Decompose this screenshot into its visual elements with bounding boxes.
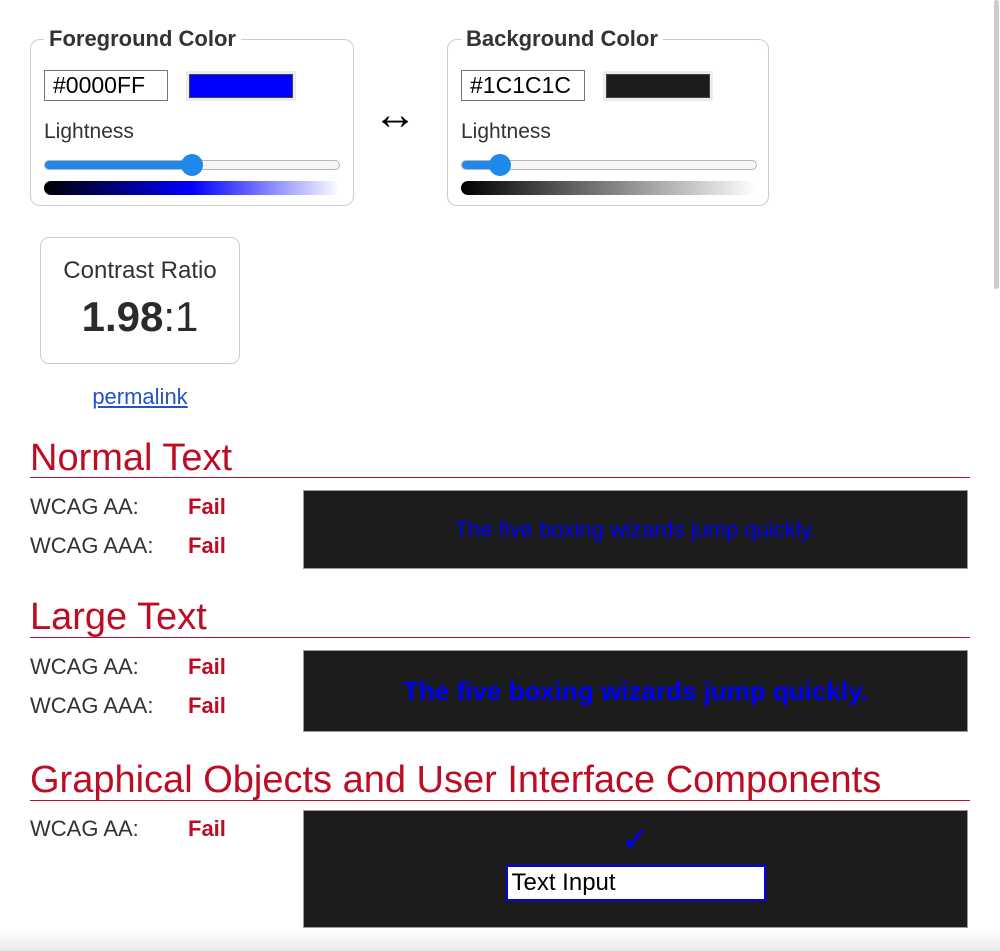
normal-sample-text: The five boxing wizards jump quickly. <box>454 516 817 542</box>
graphical-aa-result: Fail <box>188 816 226 841</box>
contrast-ratio-value: 1.98:1 <box>41 293 239 341</box>
large-text-heading: Large Text <box>30 596 207 638</box>
background-hex-input[interactable] <box>461 70 585 101</box>
background-color-panel: Background Color Lightness <box>447 26 769 206</box>
background-lightness-label: Lightness <box>461 120 551 143</box>
background-lightness-slider[interactable] <box>461 154 757 176</box>
foreground-color-swatch[interactable] <box>189 74 293 98</box>
contrast-ratio-box: Contrast Ratio 1.98:1 <box>40 237 240 364</box>
background-color-swatch[interactable] <box>606 74 710 98</box>
foreground-lightness-label: Lightness <box>44 120 134 143</box>
large-aaa-result: Fail <box>188 693 226 718</box>
vertical-scrollbar[interactable] <box>994 0 999 289</box>
permalink-link[interactable]: permalink <box>92 384 188 409</box>
ratio-suffix: :1 <box>163 293 199 340</box>
slider-fill <box>462 161 501 169</box>
foreground-color-panel: Foreground Color Lightness <box>30 26 354 206</box>
graphical-objects-heading: Graphical Objects and User Interface Com… <box>30 759 882 801</box>
swap-colors-arrow-icon: ↔ <box>373 90 417 139</box>
foreground-hex-input[interactable] <box>44 70 168 101</box>
normal-aa-result: Fail <box>188 494 226 519</box>
graphical-sample-box: ✓ <box>303 810 968 928</box>
foreground-lightness-gradient <box>44 181 340 195</box>
large-text-sample-box: The five boxing wizards jump quickly. <box>303 650 968 732</box>
permalink-wrap: permalink <box>40 384 240 410</box>
section-divider <box>30 477 970 478</box>
normal-aaa-result: Fail <box>188 533 226 558</box>
check-icon: ✓ <box>621 821 650 859</box>
normal-text-sample-box: The five boxing wizards jump quickly. <box>303 490 968 569</box>
slider-fill <box>45 161 192 169</box>
normal-aa-label: WCAG AA: <box>30 494 139 519</box>
large-aa-label: WCAG AA: <box>30 654 139 679</box>
contrast-ratio-label: Contrast Ratio <box>63 257 217 284</box>
background-color-legend: Background Color <box>461 26 663 52</box>
section-divider <box>30 637 970 638</box>
ratio-number: 1.98 <box>81 293 164 340</box>
bottom-fade-decor <box>0 930 1000 951</box>
large-aa-result: Fail <box>188 654 226 679</box>
large-sample-text: The five boxing wizards jump quickly. <box>403 675 868 706</box>
foreground-lightness-slider[interactable] <box>44 154 340 176</box>
foreground-color-legend: Foreground Color <box>44 26 241 52</box>
background-slider-thumb[interactable] <box>489 154 512 176</box>
graphical-aa-label: WCAG AA: <box>30 816 139 841</box>
normal-aaa-label: WCAG AAA: <box>30 533 154 558</box>
normal-text-heading: Normal Text <box>30 437 233 479</box>
section-divider <box>30 800 970 801</box>
background-lightness-gradient <box>461 181 757 195</box>
sample-text-input[interactable] <box>505 865 766 901</box>
large-aaa-label: WCAG AAA: <box>30 693 154 718</box>
foreground-slider-thumb[interactable] <box>181 154 203 176</box>
